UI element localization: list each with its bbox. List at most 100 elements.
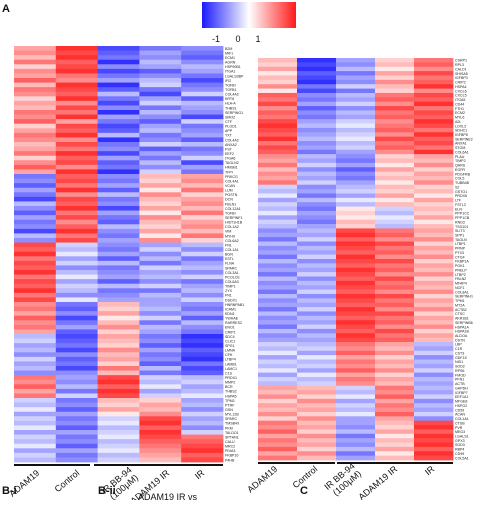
heatmap-cell [414,359,454,365]
heatmap-cell [297,429,337,435]
row-label: P4HB [225,458,235,462]
heatmap-cell [336,376,376,382]
heatmap-cell [55,347,98,353]
heatmap-cell [181,334,224,339]
heatmap-cell [297,355,337,360]
heatmap-cell [139,105,182,111]
heatmap-cell [14,64,57,70]
heatmap-cell [14,151,57,157]
heatmap-cell [297,302,337,308]
heatmap-cell [97,187,140,193]
heatmap-cell [297,433,337,439]
heatmap-cell [181,288,224,294]
heatmap-cell [336,333,376,339]
heatmap-cell [55,219,98,225]
heatmap-cell [336,324,376,330]
row-label: SMO2 [225,115,235,119]
colorbar-min-label: -1 [212,34,220,44]
heatmap-cell [97,448,140,454]
heatmap-cell [258,250,298,256]
row-label: TGFB1 [225,88,237,92]
heatmap-cell [258,71,298,76]
heatmap-cell [297,228,337,234]
heatmap-cell [336,180,376,186]
heatmap-cell [414,420,454,426]
heatmap-cell [181,343,224,349]
heatmap-cell [55,82,98,88]
heatmap-cell [336,245,376,251]
heatmap-cell [14,306,57,312]
heatmap-cell [258,263,298,269]
heatmap-cell [14,59,57,65]
heatmap-cell [55,343,98,349]
heatmap-cell [414,293,454,299]
heatmap-cell [181,260,224,266]
heatmap-cell [414,376,454,382]
panel-label-a: A [2,3,10,15]
heatmap-cell [336,110,376,116]
heatmap-cell [139,407,182,413]
heatmap-cell [375,189,415,194]
heatmap-cell [139,311,182,317]
heatmap-cell [97,119,140,125]
heatmap-cell [414,363,454,369]
heatmap-cell [297,333,337,339]
row-label: CTSB [455,421,465,425]
heatmap-cell [336,106,376,111]
heatmap-cell [139,187,182,193]
column-label: ADAM19 IR [356,464,399,500]
heatmap-cell [97,288,140,294]
heatmap-cell [297,136,337,142]
heatmap-cell [97,457,140,463]
heatmap-cell [55,50,98,56]
row-label: RPL3 [455,63,464,67]
heatmap-cell [258,272,298,277]
heatmap-cell [336,411,376,417]
heatmap-cell [336,228,376,234]
heatmap-cell [336,71,376,76]
heatmap-cell [97,50,140,56]
heatmap-cell [97,68,140,74]
heatmap-cell [181,114,224,120]
heatmap-cell [181,366,224,371]
heatmap-cell [14,407,57,413]
heatmap-cell [139,110,182,115]
heatmap-cell [258,127,298,133]
heatmap-cell [181,265,224,271]
heatmap-cell [97,283,140,289]
heatmap-cell [139,219,182,225]
heatmap-cell [139,306,182,312]
row-label: HSPA4 [455,85,467,89]
row-label: LBP [455,343,462,347]
row-label: MFGE8 [455,400,467,404]
row-label: LAMC1 [225,367,237,371]
heatmap-cell [97,242,140,248]
row-label: FLNA [225,262,235,266]
heatmap-cell [375,232,415,238]
heatmap-cell [258,381,298,387]
heatmap-cell [297,390,337,395]
heatmap-cell [181,128,224,134]
heatmap-cell [55,187,98,193]
heatmap-cell [139,224,182,230]
heatmap-cell [97,343,140,349]
heatmap-cell [55,416,98,422]
heatmap-cell [181,210,224,216]
heatmap-cell [336,425,376,430]
heatmap-cell [375,398,415,404]
heatmap-cell [336,154,376,159]
heatmap-cell [14,448,57,454]
heatmap-cell [258,446,298,452]
heatmap-cell [97,256,140,262]
heatmap-cell [414,171,454,177]
heatmap-cell [181,320,224,326]
heatmap-cell [336,119,376,124]
heatmap-cell [414,272,454,277]
row-label: PDIA3 [225,449,235,453]
row-label: COL4A1 [225,179,239,183]
heatmap-cell [297,363,337,369]
heatmap-cell [375,88,415,94]
heatmap-cell [14,228,57,234]
heatmap-cell [97,123,140,129]
heatmap-cell [97,224,140,230]
